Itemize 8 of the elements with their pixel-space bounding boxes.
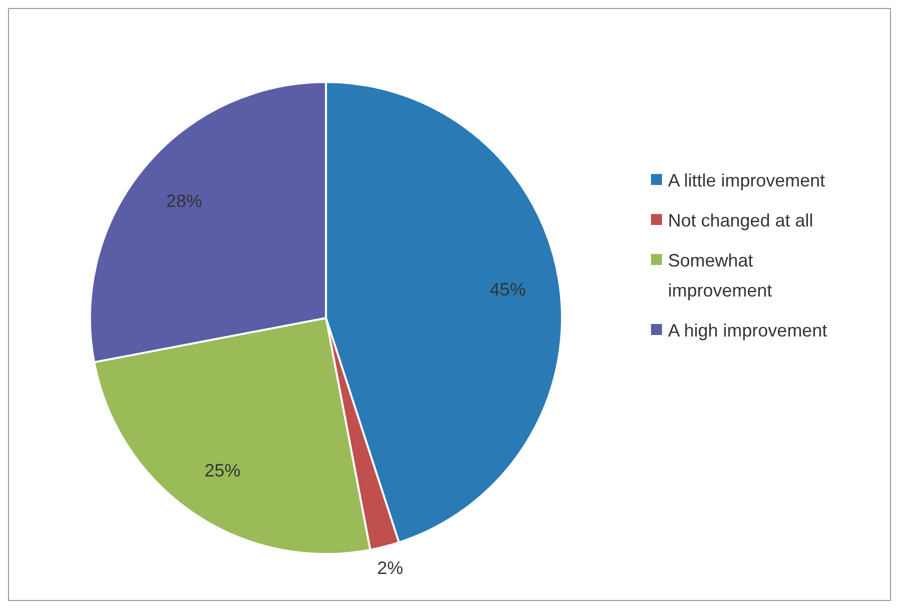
legend-label: Not changed at all <box>668 210 814 230</box>
data-label: 45% <box>490 280 526 300</box>
legend-label: Somewhat improvement <box>668 250 772 300</box>
data-label: 25% <box>204 460 241 481</box>
legend-label: A high improvement <box>668 320 828 340</box>
legend-label: A little improvement <box>668 170 826 190</box>
data-label: 28% <box>166 190 202 211</box>
data-label: 2% <box>377 558 404 578</box>
